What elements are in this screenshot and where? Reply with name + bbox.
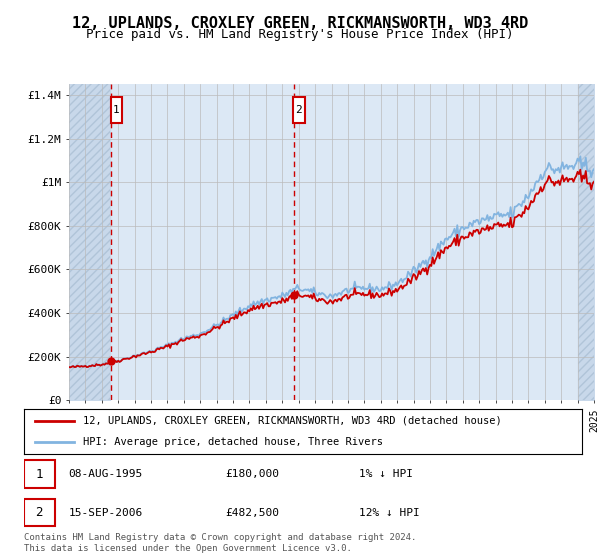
Text: 15-SEP-2006: 15-SEP-2006 — [68, 508, 143, 517]
Text: £482,500: £482,500 — [225, 508, 279, 517]
Text: 12% ↓ HPI: 12% ↓ HPI — [359, 508, 419, 517]
Text: 1: 1 — [35, 468, 43, 480]
Text: 1: 1 — [113, 105, 119, 115]
Text: HPI: Average price, detached house, Three Rivers: HPI: Average price, detached house, Thre… — [83, 436, 383, 446]
Text: 12, UPLANDS, CROXLEY GREEN, RICKMANSWORTH, WD3 4RD (detached house): 12, UPLANDS, CROXLEY GREEN, RICKMANSWORT… — [83, 416, 502, 426]
Text: 12, UPLANDS, CROXLEY GREEN, RICKMANSWORTH, WD3 4RD: 12, UPLANDS, CROXLEY GREEN, RICKMANSWORT… — [72, 16, 528, 31]
Text: 2: 2 — [35, 506, 43, 519]
Text: 08-AUG-1995: 08-AUG-1995 — [68, 469, 143, 479]
Bar — [293, 97, 305, 123]
Bar — [24, 460, 55, 488]
Bar — [578, 84, 594, 400]
Bar — [110, 97, 122, 123]
Text: 2: 2 — [295, 105, 302, 115]
Bar — [69, 84, 110, 400]
Text: 1% ↓ HPI: 1% ↓ HPI — [359, 469, 413, 479]
Text: Price paid vs. HM Land Registry's House Price Index (HPI): Price paid vs. HM Land Registry's House … — [86, 28, 514, 41]
Text: £180,000: £180,000 — [225, 469, 279, 479]
Bar — [24, 499, 55, 526]
Text: Contains HM Land Registry data © Crown copyright and database right 2024.
This d: Contains HM Land Registry data © Crown c… — [24, 533, 416, 553]
